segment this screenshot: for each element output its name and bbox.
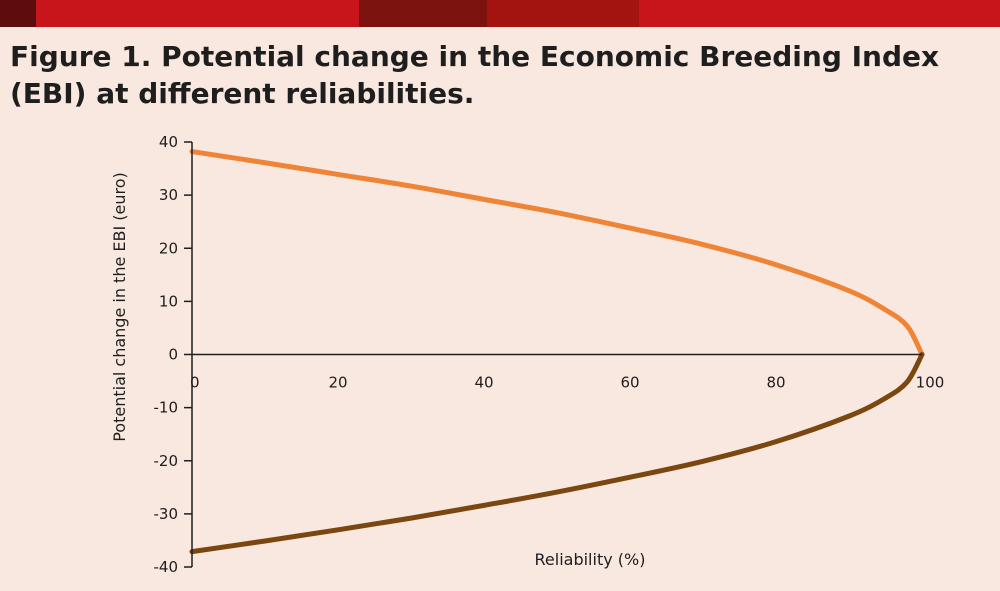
y-tick-label: -20 [154, 452, 179, 470]
y-tick-label: -10 [154, 399, 179, 417]
y-ticks: 40 30 20 10 0 -10 -20 -30 -40 [154, 133, 192, 576]
x-tick-label: 100 [916, 374, 945, 392]
x-tick-label: 0 [190, 374, 200, 392]
bar-segment [639, 0, 1000, 27]
upper-bound-curve [189, 149, 925, 357]
x-tick-label: 60 [620, 374, 639, 392]
bar-segment [359, 0, 487, 27]
y-axis-label: Potential change in the EBI (euro) [110, 172, 129, 442]
x-axis-label: Reliability (%) [535, 550, 646, 569]
x-tick-label: 40 [474, 374, 493, 392]
x-ticks: 0 20 40 60 80 100 [190, 374, 944, 392]
y-tick-label: 30 [159, 186, 178, 204]
top-color-bar [0, 0, 1000, 27]
y-tick-label: 10 [159, 292, 178, 310]
y-tick-label: 0 [168, 346, 178, 364]
curve-layer [189, 149, 925, 555]
bar-segment [36, 0, 359, 27]
bar-segment [487, 0, 639, 27]
y-tick-label: 20 [159, 239, 178, 257]
y-tick-label: 40 [159, 133, 178, 151]
y-tick-label: -40 [154, 558, 179, 576]
lower-bound-curve [189, 352, 925, 555]
axes-layer [191, 142, 922, 567]
y-tick-label: -30 [154, 505, 179, 523]
bar-segment [0, 0, 36, 27]
figure-title: Figure 1. Potential change in the Econom… [10, 40, 940, 110]
x-tick-label: 80 [766, 374, 785, 392]
x-tick-label: 20 [328, 374, 347, 392]
